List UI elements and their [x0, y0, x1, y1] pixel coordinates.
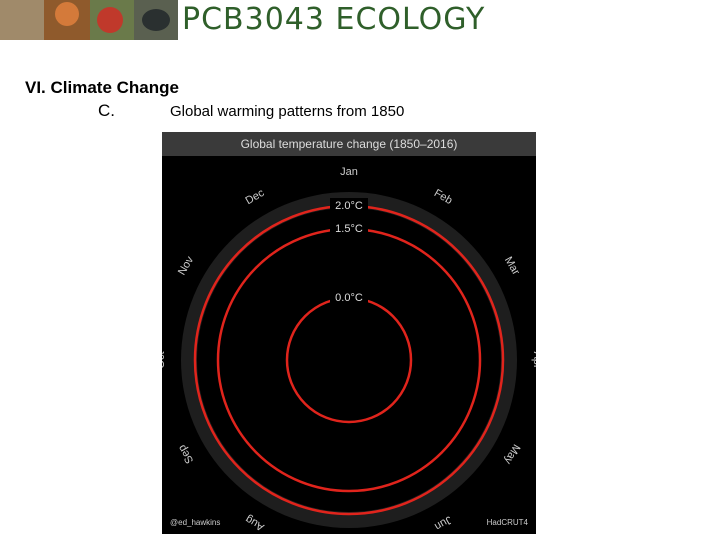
ring-label-bg [330, 290, 368, 306]
credit: @ed_hawkins [170, 518, 220, 527]
ring-label: 1.5°C [335, 223, 363, 235]
ring-label: 0.0°C [335, 292, 363, 304]
slide-title: PCB3043 ECOLOGY [182, 2, 486, 37]
ring-label-bg [330, 221, 368, 237]
figure-title: Global temperature change (1850–2016) [241, 137, 458, 151]
month-label: Oct [162, 351, 167, 368]
ring-label-bg [330, 198, 368, 214]
source: HadCRUT4 [487, 518, 529, 527]
figure: Global temperature change (1850–2016) @e… [162, 132, 536, 534]
header-photos [0, 0, 178, 40]
subheading-text: Global warming patterns from 1850 [170, 103, 405, 120]
month-label: Jan [340, 166, 358, 178]
month-label: Apr [531, 351, 536, 368]
subheading-number: C. [98, 101, 115, 120]
ring-label: 2.0°C [335, 200, 363, 212]
heading: VI. Climate Change [25, 78, 179, 97]
